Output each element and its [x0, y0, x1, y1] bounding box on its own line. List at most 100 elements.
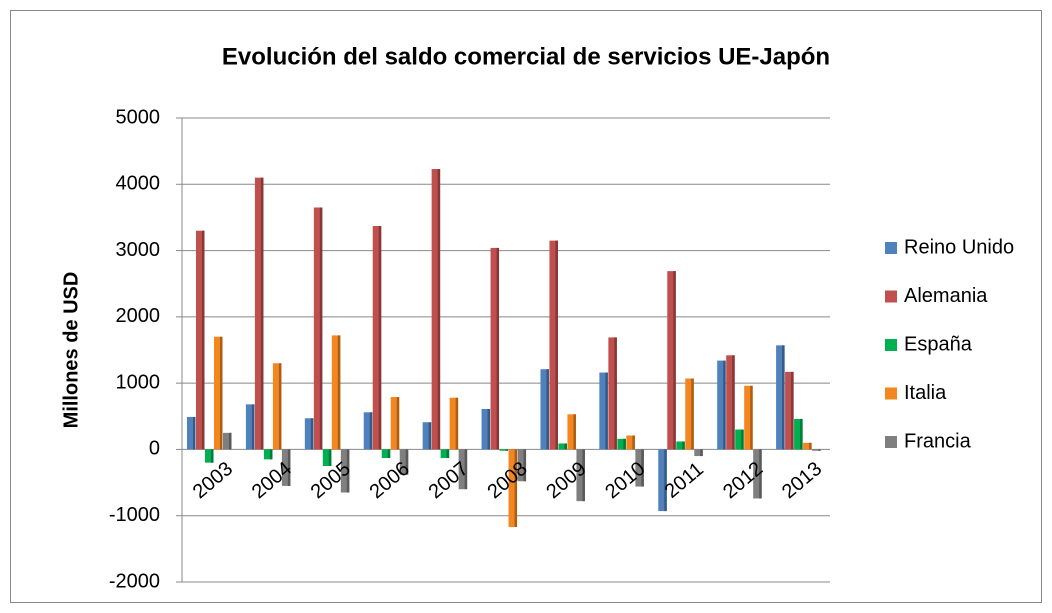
y-tick-label: -2000	[109, 570, 160, 592]
bar	[214, 336, 223, 450]
bar-side	[446, 449, 450, 459]
bar	[449, 397, 459, 450]
legend-swatch	[885, 290, 897, 303]
bar	[490, 247, 500, 450]
bar	[322, 449, 332, 466]
bar-side	[378, 226, 382, 450]
bar	[694, 449, 703, 457]
bar-side	[741, 429, 744, 450]
bar	[812, 449, 821, 451]
bar-side	[428, 422, 432, 450]
y-tick-label: 3000	[116, 239, 161, 261]
legend-swatch	[885, 339, 897, 351]
bar-side	[582, 449, 585, 502]
bar-side	[220, 336, 223, 450]
chart-border	[10, 10, 1042, 603]
bar-side	[555, 240, 558, 450]
bar	[599, 372, 608, 450]
bar	[753, 449, 762, 499]
legend-label: Reino Unido	[904, 236, 1014, 258]
bar	[196, 230, 205, 450]
bar-side	[437, 169, 441, 450]
bar	[340, 449, 350, 493]
bar	[281, 449, 291, 486]
bar	[685, 378, 694, 450]
bar	[726, 355, 735, 450]
y-tick-label: -1000	[109, 504, 160, 526]
bar-side	[564, 443, 567, 450]
bar-side	[387, 449, 391, 459]
bar-side	[723, 360, 726, 450]
bar	[331, 335, 341, 450]
bar-side	[750, 385, 753, 450]
bar-side	[523, 449, 527, 482]
bar	[363, 412, 373, 450]
bar	[205, 449, 214, 463]
bar-side	[251, 404, 255, 450]
bar	[735, 429, 744, 450]
bar-side	[605, 372, 608, 450]
bar-side	[809, 442, 812, 450]
bar	[313, 207, 323, 450]
bar-side	[310, 418, 314, 450]
chart-title: Evolución del saldo comercial de servici…	[222, 43, 830, 70]
bar	[254, 177, 264, 450]
bar-side	[818, 449, 821, 451]
bar-side	[496, 247, 500, 450]
legend-swatch	[885, 436, 897, 448]
bar-side	[673, 271, 676, 450]
bar-side	[328, 449, 332, 466]
bar	[717, 360, 726, 450]
bar-side	[369, 412, 373, 450]
legend-label: Francia	[904, 430, 972, 452]
bar-side	[278, 363, 282, 450]
bar	[422, 422, 432, 450]
bar-side	[337, 335, 341, 450]
bar	[549, 240, 558, 450]
bar	[776, 345, 785, 450]
bar-side	[229, 432, 232, 450]
bar	[517, 449, 527, 482]
bar-side	[732, 355, 735, 450]
legend-label: Italia	[904, 382, 947, 404]
bar	[558, 443, 567, 450]
bar	[744, 385, 753, 450]
legend-label: España	[904, 333, 973, 355]
y-tick-label: 0	[149, 438, 160, 460]
bar-side	[260, 177, 264, 450]
bar	[794, 418, 803, 450]
bar	[540, 369, 549, 450]
bar	[187, 416, 196, 450]
bar-side	[287, 449, 291, 486]
bar	[223, 432, 232, 450]
bar-side	[269, 449, 273, 460]
bar	[245, 404, 255, 450]
bar-side	[455, 397, 459, 450]
bar-side	[546, 369, 549, 450]
bar	[381, 449, 391, 459]
bar-side	[405, 449, 409, 475]
bar-side	[800, 418, 803, 450]
bar-side	[682, 441, 685, 450]
y-tick-label: 1000	[116, 371, 161, 393]
bar-side	[614, 337, 617, 450]
bar-side	[700, 449, 703, 457]
bar-side	[573, 414, 576, 450]
legend-swatch	[885, 387, 897, 400]
bar	[608, 337, 617, 450]
y-tick-label: 4000	[116, 173, 161, 195]
bar	[635, 449, 644, 487]
bar	[372, 226, 382, 450]
bar-side	[396, 397, 400, 450]
bar-side	[514, 449, 518, 527]
bar-side	[641, 449, 644, 487]
bar	[390, 397, 400, 450]
bar-side	[791, 371, 794, 450]
bar	[440, 449, 450, 459]
bar-side	[487, 408, 491, 450]
bar	[508, 449, 518, 527]
bar	[676, 441, 685, 450]
legend-swatch	[885, 242, 897, 254]
bar-side	[319, 207, 323, 450]
